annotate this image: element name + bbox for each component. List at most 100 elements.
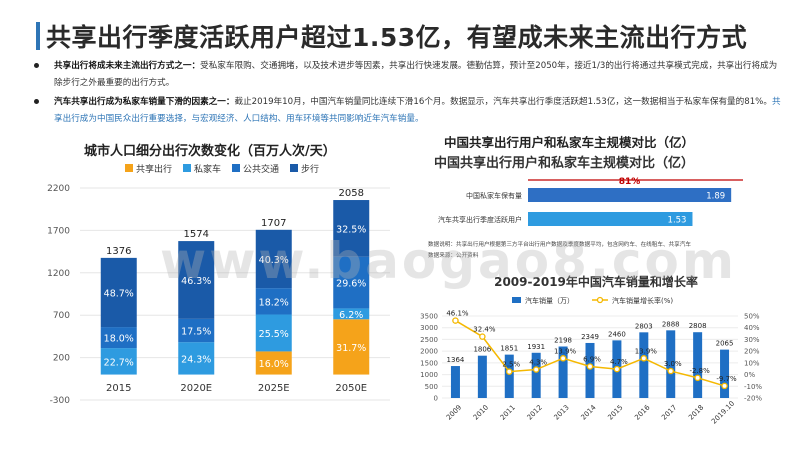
x-tick-label: 2015 [606, 403, 624, 421]
title-accent-bar [36, 22, 40, 50]
y-left-tick-label: 1000 [420, 371, 438, 379]
bar-segment [178, 342, 215, 375]
legend-swatch [183, 164, 191, 172]
bar-segment [333, 319, 370, 375]
growth-label: 2.5% [502, 361, 520, 369]
growth-point [452, 317, 459, 324]
chart2-note-line: 数据来源：公开资料 [428, 253, 479, 259]
bullet-dot [34, 63, 39, 68]
segment-label: 40.3% [259, 255, 289, 266]
y-right-tick-label: 30% [744, 336, 760, 344]
y-right-tick-label: -10% [744, 383, 762, 391]
bullet-1-lead: 共享出行将成未来主流出行方式之一： [54, 61, 201, 71]
legend-label: 公共交通 [243, 163, 279, 175]
bar [477, 355, 487, 398]
bar [585, 342, 595, 398]
legend-swatch [232, 164, 240, 172]
watermark: www.baogao8.com [160, 232, 738, 290]
y-left-tick-label: 1500 [420, 359, 438, 367]
legend-label: 汽车销量增长率(%) [612, 296, 673, 305]
bullet-2-text: 截止2019年10月，中国汽车销量同比连续下滑16个月。数据显示，汽车共享出行季… [234, 97, 772, 107]
x-tick-label: 2017 [660, 403, 678, 421]
chart2-note: 数据说明：共享出行用户根据第三方平台出行用户数据及季度数据平均，包含网约车、在线… [428, 240, 758, 262]
chart1-stacked-bar: 共享出行 私家车 公共交通 步行 2200 1700 1200 700 200 -300 22.7%… [47, 163, 390, 406]
segment-label: 17.5% [181, 327, 211, 338]
bullet-2-highlight: 共享出行成为中国民众出行重要选择，与宏观经济、人口结构、用车环境等共同影响近年汽… [54, 97, 781, 124]
bar [666, 330, 676, 398]
growth-point [586, 363, 594, 370]
bar-total-label: 1574 [184, 229, 209, 240]
x-tick-label: 2020E [180, 383, 212, 394]
legend-label: 私家车 [194, 163, 221, 175]
segment-label: 18.2% [259, 297, 289, 308]
growth-label: 3.0% [664, 360, 682, 368]
bar-segment [100, 327, 137, 349]
legend-label: 共享出行 [136, 163, 172, 175]
bar [504, 354, 514, 398]
segment-label: 16.0% [259, 359, 289, 370]
bar-segment [255, 288, 292, 315]
bullet-2-lead: 汽车共享出行成为私家车销量下滑的因素之一： [54, 97, 235, 107]
growth-point [479, 333, 486, 340]
hbar-category-label: 中国私家车保有量 [466, 191, 522, 200]
y-tick-label: 200 [53, 354, 70, 364]
x-tick-label: 2016 [633, 403, 652, 422]
segment-label: 25.5% [259, 329, 289, 340]
bar-value-label: 2460 [608, 330, 626, 338]
y-tick-label: 2200 [47, 184, 70, 194]
bar [639, 332, 649, 398]
growth-point [559, 355, 567, 362]
hbar [528, 212, 693, 226]
bullet-1: 共享出行将成未来主流出行方式之一：受私家车限购、交通拥堵，以及技术进步等因素，共… [34, 58, 784, 91]
bar [720, 349, 730, 398]
growth-point [640, 355, 648, 362]
y-tick-label: -300 [50, 396, 71, 406]
bar-segment [178, 318, 215, 343]
y-tick-label: 1200 [47, 269, 70, 279]
bar-total-label: 1376 [106, 246, 131, 257]
growth-point [667, 367, 674, 375]
hbar-value-label: 1.89 [706, 192, 725, 202]
segment-label: 48.7% [104, 288, 134, 299]
y-left-tick-label: 3500 [420, 313, 438, 321]
x-tick-label: 2011 [499, 403, 517, 421]
growth-point [721, 382, 728, 390]
growth-label: 4.3% [529, 359, 547, 367]
growth-label: 46.1% [446, 310, 469, 318]
bar-value-label: 2065 [716, 340, 734, 348]
y-left-tick-label: 500 [425, 383, 438, 391]
segment-label: 46.3% [181, 276, 211, 287]
x-tick-label: 2018 [687, 403, 705, 421]
bar-total-label: 1707 [261, 218, 286, 229]
bar-value-label: 2803 [635, 322, 653, 330]
bar-value-label: 2198 [554, 337, 572, 345]
chart2-inset: 中国共享出行用户和私家车主规模对比（亿） 81% 中国私家车保有量 1.89 汽车共享… [418, 148, 760, 274]
bar-total-label: 2058 [339, 188, 364, 199]
page-title: 共享出行季度活跃用户超过1.53亿，有望成未来主流出行方式 [46, 23, 748, 52]
x-tick-label: 2019.10 [710, 400, 736, 426]
segment-label: 18.0% [104, 334, 134, 345]
y-left-tick-label: 3000 [420, 324, 438, 332]
segment-label: 6.2% [339, 310, 363, 321]
growth-point [506, 368, 513, 375]
bar-segment [333, 308, 370, 320]
x-tick-label: 2013 [553, 403, 571, 421]
legend-swatch [512, 297, 521, 303]
chart2-inset-title: 中国共享出行用户和私家车主规模对比（亿） [434, 156, 695, 171]
segment-label: 29.6% [336, 279, 366, 290]
y-right-tick-label: 20% [744, 348, 760, 356]
y-right-tick-label: -20% [744, 395, 762, 403]
x-tick-label: 2012 [526, 403, 544, 421]
bar [450, 366, 460, 398]
growth-label: 6.9% [583, 355, 601, 363]
y-right-tick-label: 50% [744, 313, 760, 321]
hbar-value-label: 1.53 [668, 216, 687, 226]
bar-segment [255, 229, 292, 289]
hbar-category-label: 汽车共享出行季度活跃用户 [438, 215, 522, 224]
segment-label: 31.7% [336, 343, 366, 354]
growth-label: -2.8% [689, 367, 710, 375]
chart1-title: 城市人口细分出行次数变化（百万人次/天） [84, 144, 336, 159]
growth-point [613, 365, 621, 373]
y-tick-label: 700 [53, 311, 70, 321]
bar-segment [333, 256, 370, 309]
